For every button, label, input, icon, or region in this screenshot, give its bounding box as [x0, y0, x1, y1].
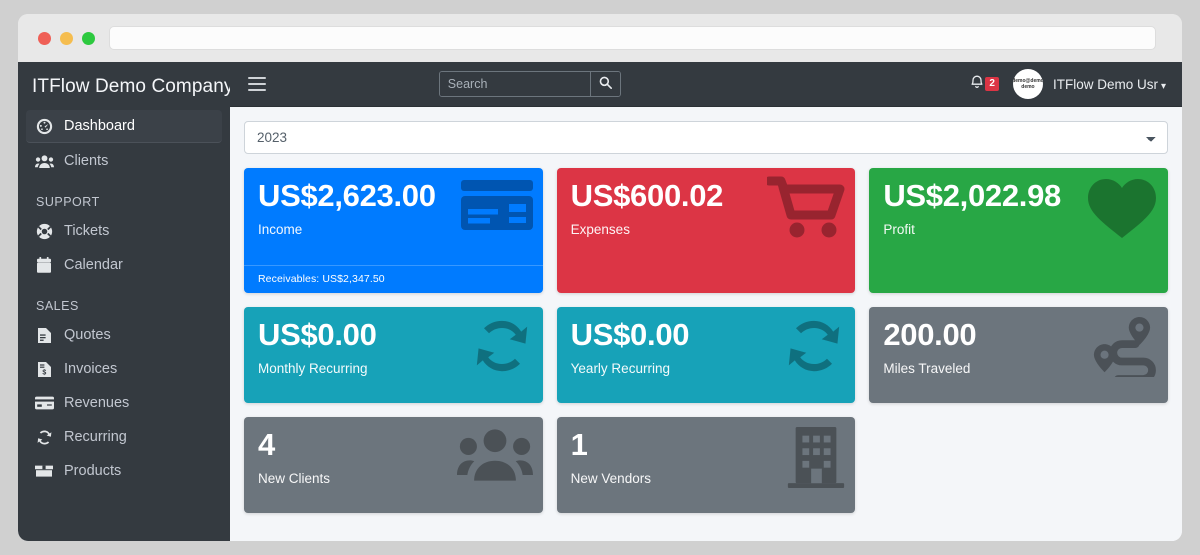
- card-value: 4: [258, 427, 275, 462]
- search-box: [438, 71, 621, 97]
- card-value: US$600.02: [570, 178, 724, 213]
- card-footer: Receivables: US$2,347.50: [244, 265, 543, 293]
- url-bar[interactable]: [109, 26, 1156, 50]
- hamburger-icon[interactable]: [248, 77, 266, 91]
- user-name-label: ITFlow Demo Usr: [1052, 76, 1158, 92]
- svg-text:$: $: [42, 369, 46, 376]
- sidebar-nav: Dashboard Clients: [18, 110, 230, 487]
- content-area: 2023: [230, 107, 1182, 541]
- search-button[interactable]: [589, 72, 620, 96]
- card-body: US$600.02 Expenses: [557, 168, 856, 293]
- card-label: Expenses: [570, 221, 630, 237]
- stat-card-new-vendors[interactable]: 1 New Vendors: [556, 417, 856, 513]
- card-label: Income: [258, 221, 303, 237]
- chevron-down-icon: ▾: [1160, 80, 1166, 92]
- sidebar-item-clients[interactable]: Clients: [26, 145, 222, 177]
- sidebar: ITFlow Demo Company: [18, 62, 230, 541]
- topbar: 2 demo@demo demo ITFlow Demo Usr▾: [230, 62, 1182, 107]
- file-quote-icon: [34, 326, 54, 344]
- credit-card-icon: [34, 394, 54, 412]
- sidebar-item-label: Quotes: [64, 327, 111, 343]
- card-body: 1 New Vendors: [557, 417, 856, 513]
- sidebar-item-quotes[interactable]: Quotes: [26, 319, 222, 351]
- stat-card-profit[interactable]: US$2,022.98 Profit: [869, 168, 1168, 293]
- stat-card-income[interactable]: US$2,623.00 Income Receivables: US$2,347…: [244, 168, 543, 293]
- card-value: 200.00: [883, 317, 977, 352]
- card-label: Monthly Recurring: [258, 360, 368, 376]
- year-filter-select[interactable]: 2023: [244, 121, 1168, 154]
- life-ring-icon: [34, 222, 54, 240]
- gauge-icon: [34, 117, 54, 135]
- card-body: US$2,623.00 Income: [244, 168, 543, 265]
- topbar-right: 2 demo@demo demo ITFlow Demo Usr ▾: [966, 69, 1166, 99]
- search-input[interactable]: [439, 72, 590, 96]
- stat-card-new-clients[interactable]: 4 New Clients: [244, 417, 543, 513]
- card-value: US$2,022.98: [883, 178, 1062, 213]
- sidebar-item-label: Tickets: [64, 223, 110, 239]
- sidebar-item-label: Products: [64, 463, 122, 479]
- stat-card-monthly-recurring[interactable]: US$0.00 Monthly Recurring: [244, 307, 543, 403]
- card-label: Miles Traveled: [883, 360, 971, 376]
- card-value: US$2,623.00: [258, 178, 436, 213]
- sidebar-item-revenues[interactable]: Revenues: [26, 387, 222, 419]
- users-icon: [34, 152, 54, 170]
- avatar-line1: demo@demo: [1012, 78, 1043, 84]
- window-controls: [30, 31, 109, 45]
- card-body: US$0.00 Monthly Recurring: [244, 307, 543, 403]
- user-menu[interactable]: ITFlow Demo Usr ▾: [1053, 77, 1166, 92]
- browser-window: ITFlow Demo Company: [18, 14, 1182, 541]
- sync-icon: [34, 428, 54, 446]
- sidebar-item-label: Calendar: [64, 257, 123, 273]
- card-value: US$0.00: [258, 317, 377, 352]
- avatar-line2: demo: [1021, 84, 1035, 90]
- card-body: US$0.00 Yearly Recurring: [557, 307, 856, 403]
- brand-title: ITFlow Demo Company: [32, 76, 230, 97]
- avatar[interactable]: demo@demo demo: [1012, 69, 1043, 99]
- stat-card-expenses[interactable]: US$600.02 Expenses: [556, 168, 856, 293]
- browser-chrome: [18, 14, 1182, 62]
- sidebar-section-support: SUPPORT: [36, 195, 100, 209]
- notifications-button[interactable]: 2: [966, 72, 1003, 96]
- sidebar-section-sales: SALES: [36, 299, 79, 313]
- stat-card-miles-traveled[interactable]: 200.00 Miles Traveled: [869, 307, 1168, 403]
- sidebar-item-label: Invoices: [64, 361, 118, 377]
- calendar-icon: [34, 256, 54, 274]
- sidebar-item-calendar[interactable]: Calendar: [26, 249, 222, 281]
- card-label: Profit: [883, 221, 915, 237]
- close-window-button[interactable]: [38, 31, 51, 45]
- sidebar-item-dashboard[interactable]: Dashboard: [26, 110, 222, 143]
- sidebar-item-label: Recurring: [64, 429, 127, 445]
- notification-count-badge: 2: [985, 77, 999, 91]
- sidebar-item-label: Dashboard: [64, 118, 135, 134]
- file-invoice-dollar-icon: $: [34, 360, 54, 378]
- sidebar-item-recurring[interactable]: Recurring: [26, 421, 222, 453]
- card-label: New Clients: [258, 470, 331, 486]
- maximize-window-button[interactable]: [82, 31, 95, 45]
- stat-cards-grid: US$2,623.00 Income Receivables: US$2,347…: [244, 168, 1168, 513]
- card-label: New Vendors: [570, 470, 651, 486]
- card-body: 200.00 Miles Traveled: [869, 307, 1168, 403]
- box-icon: [34, 462, 54, 480]
- sidebar-item-invoices[interactable]: $ Invoices: [26, 353, 222, 385]
- card-body: 4 New Clients: [244, 417, 543, 513]
- main-area: 2 demo@demo demo ITFlow Demo Usr▾ 2023: [230, 62, 1182, 541]
- sidebar-item-label: Revenues: [64, 395, 130, 411]
- card-value: 1: [570, 427, 588, 462]
- card-label: Yearly Recurring: [570, 360, 670, 376]
- card-value: US$0.00: [570, 317, 690, 352]
- minimize-window-button[interactable]: [60, 31, 73, 45]
- app-viewport: ITFlow Demo Company: [18, 62, 1182, 541]
- stat-card-yearly-recurring[interactable]: US$0.00 Yearly Recurring: [556, 307, 856, 403]
- sidebar-item-tickets[interactable]: Tickets: [26, 215, 222, 247]
- sidebar-item-label: Clients: [64, 153, 109, 169]
- search-icon: [599, 76, 612, 92]
- bell-icon: [970, 74, 984, 94]
- sidebar-item-products[interactable]: Products: [26, 455, 222, 487]
- card-body: US$2,022.98 Profit: [869, 168, 1168, 293]
